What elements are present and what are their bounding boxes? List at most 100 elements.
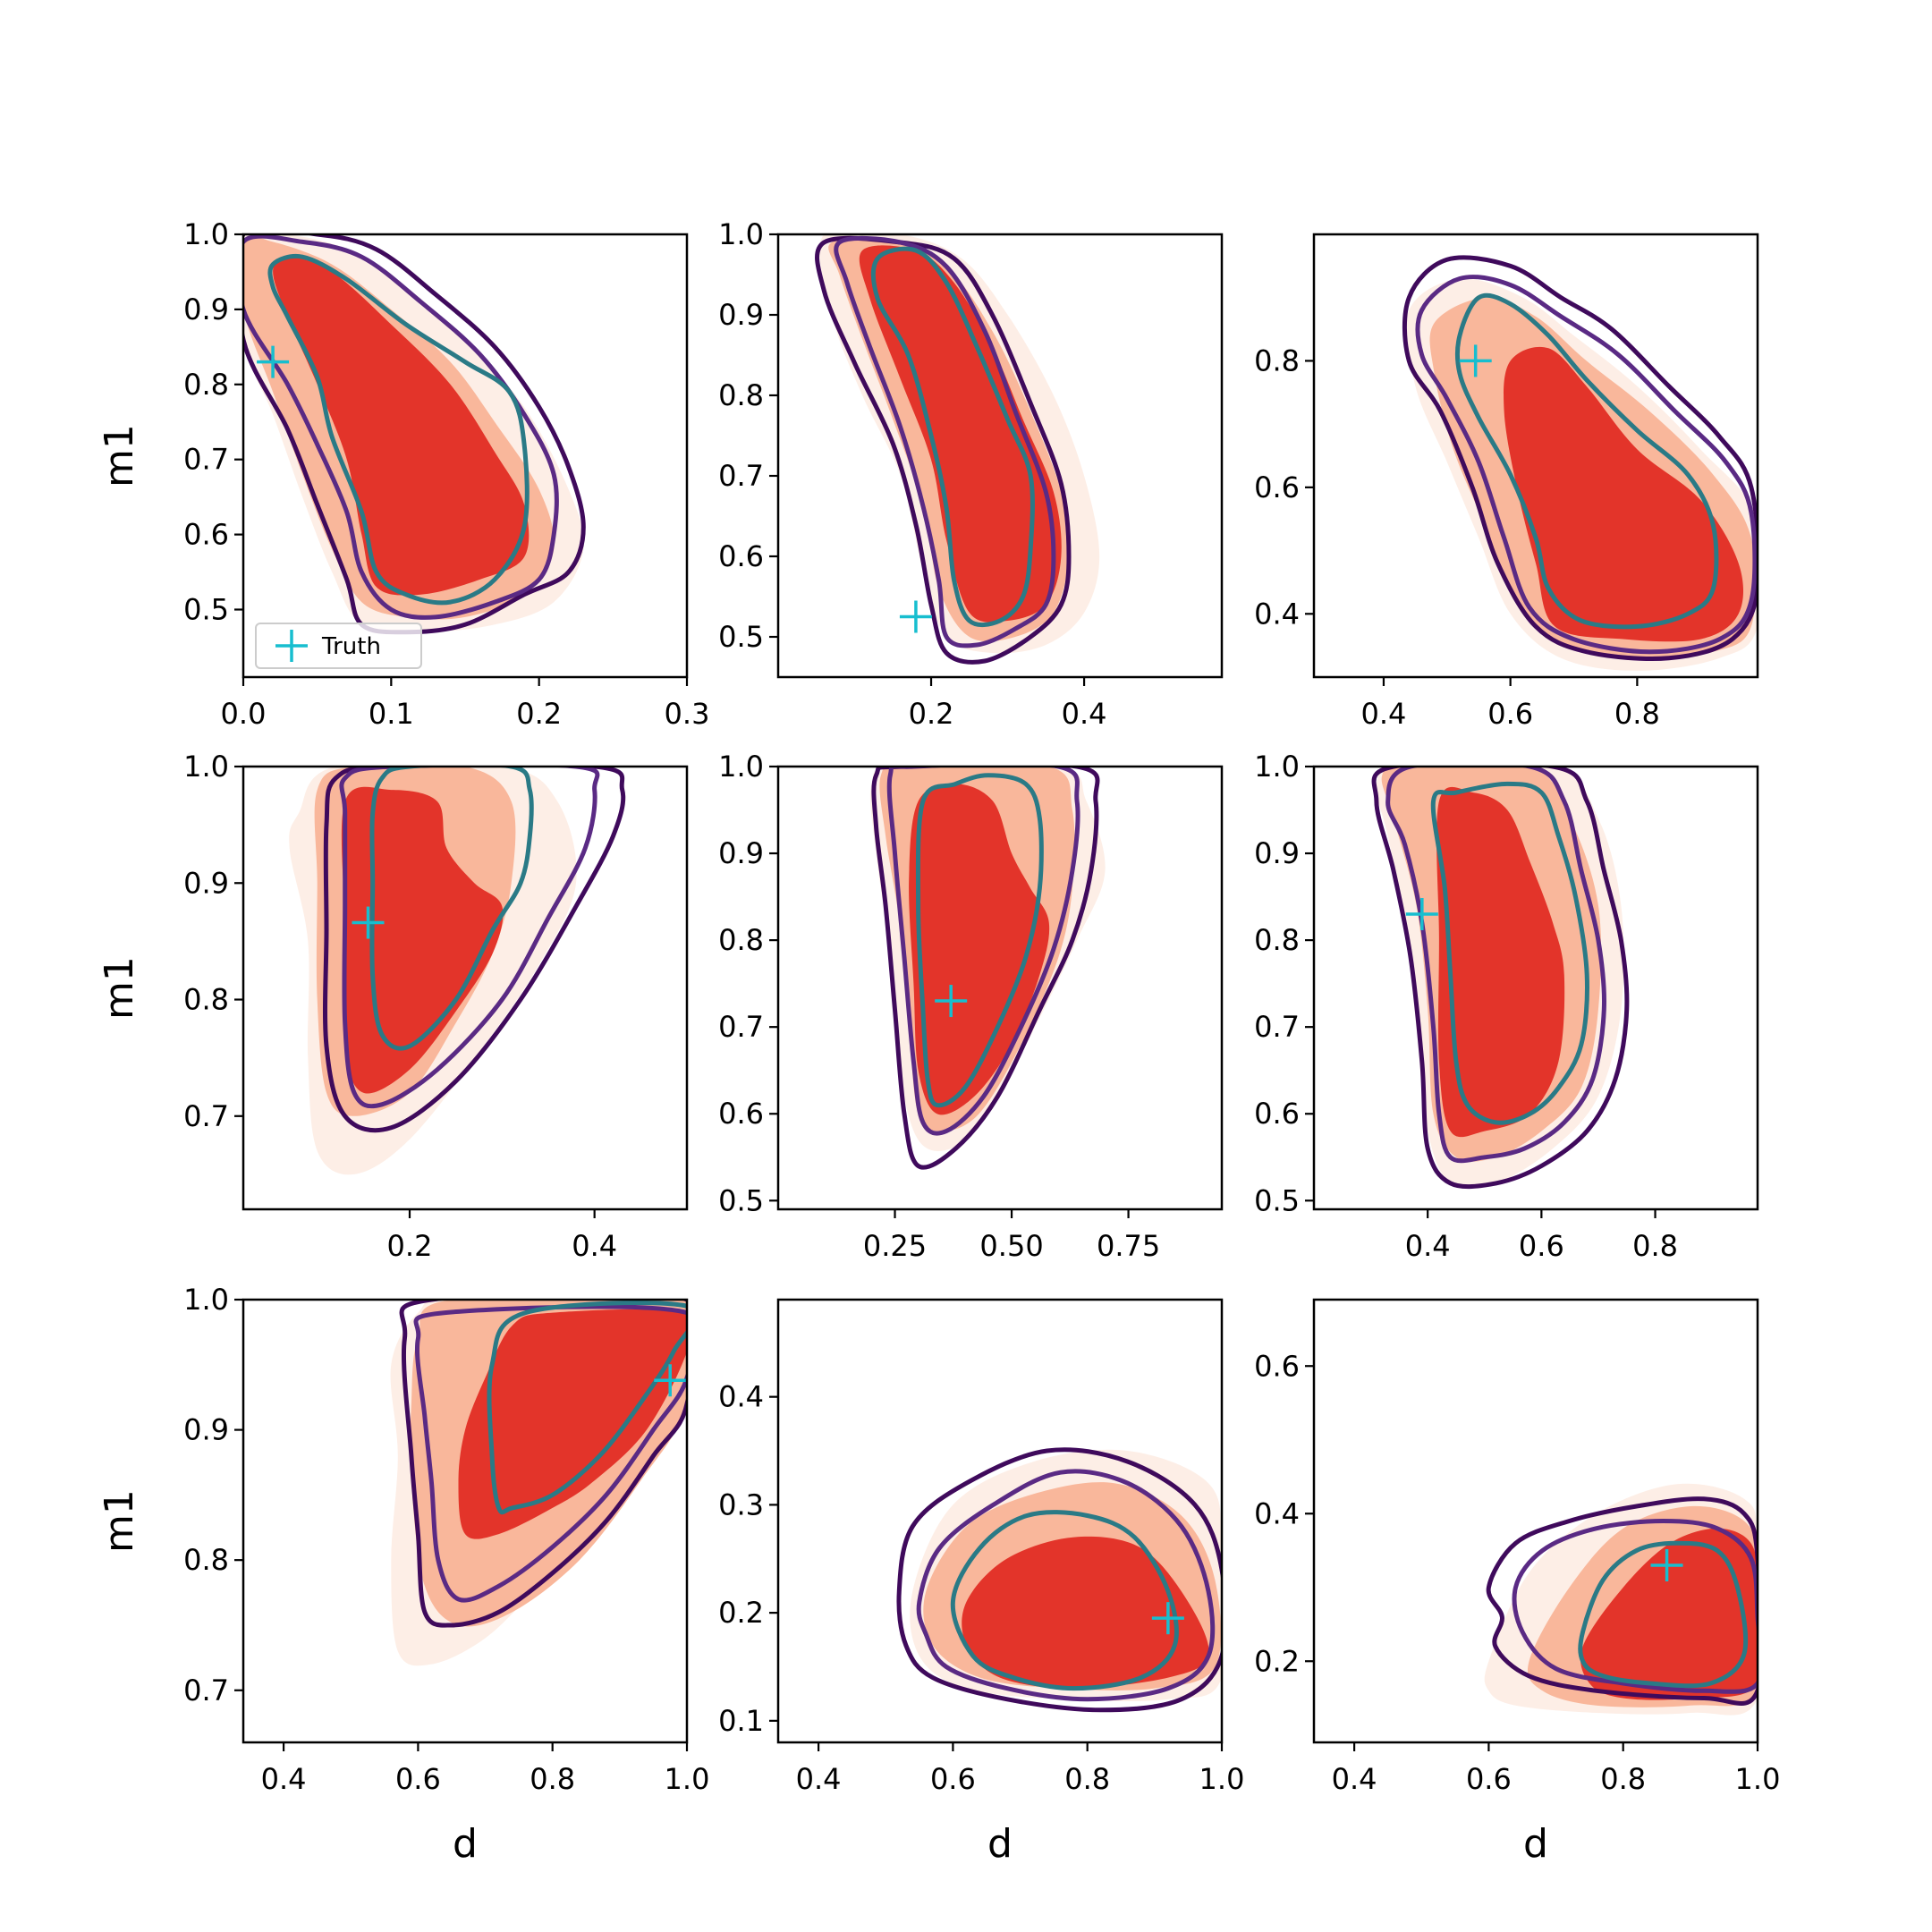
y-tick-label: 0.6	[1254, 470, 1300, 504]
contour-mid-line	[834, 235, 1056, 648]
fill-inner-region	[341, 786, 504, 1094]
x-tick-label: 0.4	[572, 1229, 617, 1263]
x-tick-label: 1.0	[1199, 1762, 1245, 1796]
x-tick-label: 0.50	[979, 1229, 1043, 1263]
y-tick-label: 0.5	[1254, 1183, 1300, 1217]
contour-outer-line	[1402, 255, 1758, 662]
axes-frame	[242, 1298, 689, 1744]
x-tick-label: 0.4	[1062, 697, 1107, 731]
x-tick-label: 0.25	[863, 1229, 927, 1263]
y-tick-label: 0.7	[718, 1010, 764, 1044]
y-tick-label: 0.2	[1254, 1644, 1300, 1678]
truth-marker	[1151, 1602, 1184, 1635]
y-tick-label: 0.6	[718, 1097, 764, 1131]
x-tick-label: 0.6	[395, 1762, 441, 1796]
x-tick-label: 0.3	[665, 697, 710, 731]
fill-inner-region	[962, 1536, 1209, 1689]
y-tick-label: 0.7	[1254, 1010, 1300, 1044]
contour-outer-line	[1486, 1496, 1758, 1706]
contour-inner-line	[950, 1510, 1179, 1691]
plot-area	[1484, 1483, 1758, 1716]
contour-inner-line	[1430, 781, 1589, 1125]
y-tick-label: 0.7	[718, 459, 764, 493]
contour-mid-line	[339, 767, 600, 1109]
fill-inner-region	[458, 1309, 687, 1539]
contour-mid-line	[916, 1469, 1216, 1702]
y-tick-label: 0.1	[718, 1704, 764, 1738]
x-axis-label: d	[1523, 1821, 1548, 1867]
y-tick-label: 0.7	[183, 443, 229, 477]
x-tick-label: 0.4	[1332, 1762, 1377, 1796]
axes-frame	[1312, 233, 1759, 679]
y-tick-label: 0.9	[183, 866, 229, 900]
fill-inner-region	[273, 257, 530, 596]
x-tick-label: 0.6	[1466, 1762, 1512, 1796]
axes-frame	[776, 765, 1224, 1211]
x-tick-label: 1.0	[1735, 1762, 1781, 1796]
contour-mid-line	[1385, 767, 1607, 1164]
y-tick-label: 0.4	[1254, 597, 1300, 631]
axes-frame	[1312, 1298, 1759, 1744]
x-tick-label: 0.0	[221, 697, 267, 731]
x-tick-label: 0.4	[261, 1762, 307, 1796]
y-tick-label: 0.5	[718, 620, 764, 654]
x-tick-label: 0.4	[1405, 1229, 1451, 1263]
truth-marker	[1650, 1549, 1683, 1581]
panel-2-2: 0.4 0.6 0.8 1.0 0.2 0.4 0.6 d	[1254, 1298, 1781, 1867]
contour-inner-line	[915, 773, 1044, 1108]
y-tick-label: 0.6	[1254, 1349, 1300, 1383]
x-axis-label: d	[987, 1821, 1013, 1867]
contour-inner-line	[870, 246, 1035, 627]
y-tick-label: 0.8	[718, 378, 764, 412]
plot-area	[815, 234, 1100, 665]
panel-0-0: 0.0 0.1 0.2 0.3 0.5 0.6 0.7 0.8 0.9 1.0 m1 Truth	[97, 217, 709, 731]
panel-1-1: 0.25 0.50 0.75 0.5 0.6 0.7 0.8 0.9 1.0	[718, 750, 1224, 1263]
y-axis-label: m1	[97, 956, 142, 1020]
fill-inner-region	[909, 784, 1050, 1115]
y-axis-label: m1	[97, 424, 142, 487]
y-tick-label: 0.8	[1254, 343, 1300, 377]
legend-truth-marker	[275, 630, 308, 662]
x-tick-label: 0.8	[1632, 1229, 1678, 1263]
contour-inner-line	[1578, 1540, 1749, 1689]
x-tick-label: 0.2	[909, 697, 954, 731]
contour-outer-line	[815, 235, 1072, 665]
panel-1-0: 0.2 0.4 0.7 0.8 0.9 1.0 m1	[97, 750, 689, 1263]
x-tick-label: 0.8	[1064, 1762, 1110, 1796]
y-tick-label: 0.3	[718, 1487, 764, 1521]
y-tick-label: 1.0	[718, 750, 764, 784]
contour-mid-line	[413, 1304, 687, 1603]
y-tick-label: 0.6	[183, 518, 229, 552]
y-tick-label: 0.8	[718, 923, 764, 957]
truth-marker	[899, 600, 932, 633]
y-tick-label: 1.0	[718, 217, 764, 251]
fill-inner-region	[1580, 1528, 1758, 1700]
truth-marker	[352, 906, 385, 939]
y-tick-label: 0.9	[183, 292, 229, 326]
y-tick-label: 0.9	[718, 298, 764, 332]
truth-marker	[654, 1364, 687, 1397]
plot-area	[1402, 255, 1758, 671]
contour-outer-line	[896, 1447, 1222, 1713]
y-tick-label: 0.9	[718, 836, 764, 870]
x-tick-label: 0.2	[516, 697, 562, 731]
panel-2-1: 0.4 0.6 0.8 1.0 0.1 0.2 0.3 0.4 d	[718, 1298, 1245, 1867]
axes-frame	[1312, 765, 1759, 1211]
x-tick-label: 0.4	[796, 1762, 842, 1796]
x-tick-label: 0.6	[1487, 697, 1533, 731]
panel-2-0: 0.4 0.6 0.8 1.0 0.7 0.8 0.9 1.0 m1 d	[97, 1283, 709, 1867]
axes-frame	[776, 1298, 1224, 1744]
x-tick-label: 1.0	[665, 1762, 710, 1796]
axes-frame	[242, 765, 689, 1211]
y-tick-label: 1.0	[183, 750, 229, 784]
y-tick-label: 0.7	[183, 1674, 229, 1707]
legend: Truth	[255, 623, 422, 669]
x-tick-label: 0.75	[1097, 1229, 1160, 1263]
y-tick-label: 0.2	[718, 1596, 764, 1630]
x-tick-label: 0.8	[530, 1762, 575, 1796]
panel-grid: 0.0 0.1 0.2 0.3 0.5 0.6 0.7 0.8 0.9 1.0 m1 Truth 0.2…	[97, 217, 1780, 1867]
plot-area	[1371, 767, 1630, 1190]
contour-inner-line	[267, 254, 530, 606]
legend-label: Truth	[321, 633, 381, 660]
y-tick-label: 0.5	[718, 1183, 764, 1217]
